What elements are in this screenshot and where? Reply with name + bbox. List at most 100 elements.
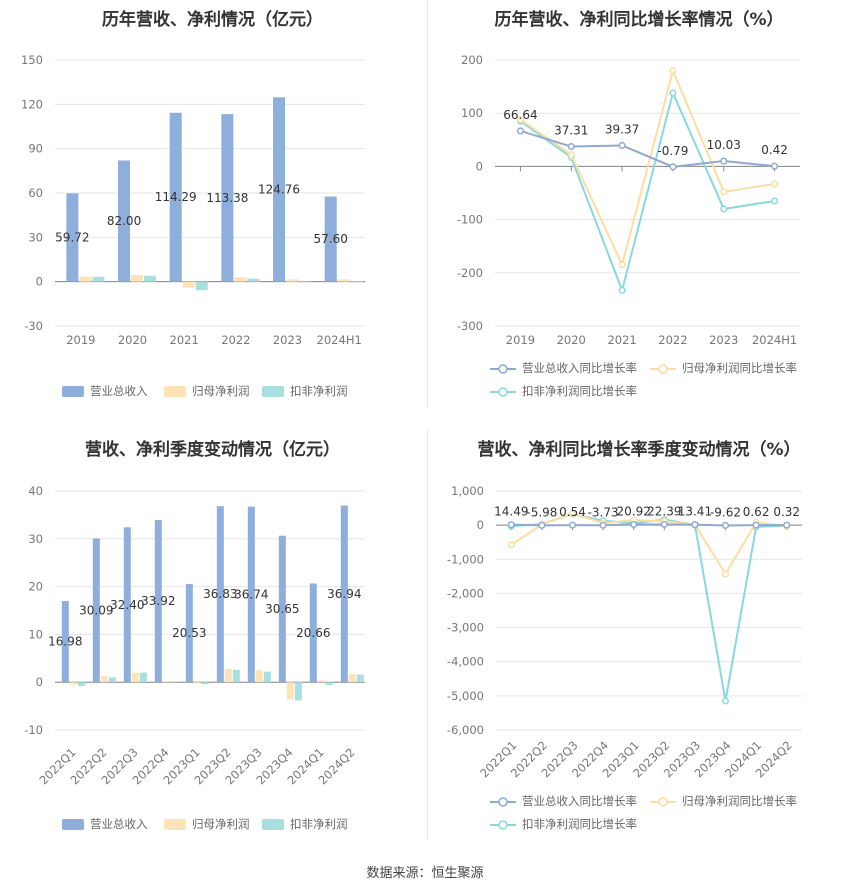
deducted-profit-bar	[195, 281, 208, 291]
legend-label: 归母净利润	[192, 384, 250, 398]
y-tick-label: 150	[21, 53, 43, 67]
y-tick-label: -10	[24, 723, 43, 737]
quarterly-amount-plot: -100102030402022Q12022Q22022Q32022Q42023…	[24, 484, 365, 787]
legend-item-parent-profit[interactable]: 归母净利润	[164, 816, 250, 832]
legend-swatch	[164, 386, 186, 397]
revenue-growth-point	[599, 521, 607, 529]
data-label: 32.40	[110, 598, 144, 612]
revenue-growth-point	[783, 521, 791, 529]
deducted-profit-bar	[247, 278, 260, 282]
x-tick-label: 2022	[658, 333, 687, 347]
deducted-growth-point	[669, 89, 677, 97]
legend-label: 扣非净利润同比增长率	[522, 817, 637, 831]
deducted-growth-point	[618, 286, 626, 294]
data-label: 13.41	[678, 505, 712, 519]
y-tick-label: -300	[457, 319, 483, 333]
data-source-note: 数据来源：恒生聚源	[366, 866, 484, 881]
y-tick-label: 200	[461, 53, 483, 67]
chart-legend: 营业总收入同比增长率 归母净利润同比增长率 扣非净利润同比增长率	[428, 793, 850, 833]
legend-item-deducted-profit[interactable]: 扣非净利润	[262, 816, 348, 832]
legend-swatch	[490, 386, 516, 398]
revenue-bar	[123, 527, 131, 683]
data-label: 114.29	[155, 190, 197, 204]
x-tick-label: 2021	[170, 333, 199, 347]
data-label: 20.92	[617, 504, 651, 518]
x-tick-label: 2024H1	[317, 333, 362, 347]
data-label: 124.76	[258, 182, 300, 196]
legend-item-revenue[interactable]: 营业总收入	[62, 383, 148, 399]
parent-profit-bar	[100, 675, 108, 683]
legend-item-deducted-profit[interactable]: 扣非净利润	[262, 383, 348, 399]
chart-title: 营收、净利同比增长率季度变动情况（%）	[477, 440, 801, 460]
parent-growth-point	[568, 509, 577, 518]
legend-label: 归母净利润同比增长率	[682, 361, 797, 375]
x-tick-label: 2022	[221, 333, 250, 347]
x-tick-label: 2023	[273, 333, 302, 347]
legend-swatch	[490, 819, 516, 831]
revenue-bar	[118, 160, 131, 282]
deducted-profit-bar	[356, 674, 364, 683]
legend-label: 营业总收入	[90, 384, 148, 398]
revenue-bar	[221, 114, 234, 282]
parent-profit-bar	[337, 279, 350, 282]
y-tick-label: 0	[476, 159, 483, 173]
legend-swatch	[650, 363, 676, 375]
deducted-profit-bar	[325, 682, 333, 686]
parent-profit-bar	[286, 682, 294, 700]
annual-amount-plot: -30 0 30 60 90 120 150 2019 2020 2021 2022 2023 2024…	[21, 53, 365, 347]
deducted-profit-bar	[294, 682, 302, 701]
y-tick-label: 20	[28, 580, 43, 594]
legend-label: 扣非净利润	[290, 384, 348, 398]
y-tick-label: -30	[24, 319, 43, 333]
legend-label: 归母净利润	[192, 817, 250, 831]
revenue-bar	[278, 535, 286, 683]
y-tick-label: 0	[36, 675, 43, 689]
legend-item-parent-growth[interactable]: 归母净利润同比增长率	[650, 793, 797, 809]
y-tick-label: -5,000	[447, 689, 484, 703]
data-label: 66.64	[503, 108, 537, 122]
legend-item-deducted-growth[interactable]: 扣非净利润同比增长率	[490, 383, 637, 399]
chart-legend: 营业总收入 归母净利润 扣非净利润	[0, 383, 425, 399]
parent-profit-bar	[131, 672, 139, 683]
panel-divider	[427, 0, 428, 408]
x-tick-label: 2019	[506, 333, 535, 347]
deducted-profit-bar	[299, 280, 312, 282]
parent-profit-bar	[348, 674, 356, 683]
data-label: 59.72	[55, 231, 89, 245]
revenue-growth-point	[720, 157, 728, 165]
legend-item-deducted-growth[interactable]: 扣非净利润同比增长率	[490, 816, 637, 832]
y-tick-label: 100	[461, 106, 483, 120]
parent-profit-bar	[193, 682, 201, 684]
revenue-growth-point	[630, 520, 638, 528]
revenue-growth-line	[511, 523, 787, 527]
legend-swatch	[262, 386, 284, 397]
legend-item-revenue-growth[interactable]: 营业总收入同比增长率	[490, 360, 637, 376]
deducted-profit-bar	[350, 280, 363, 282]
legend-item-revenue-growth[interactable]: 营业总收入同比增长率	[490, 793, 637, 809]
panel-divider	[427, 430, 428, 840]
revenue-growth-point	[516, 127, 524, 135]
revenue-bar	[66, 193, 79, 282]
data-label: 33.92	[141, 594, 175, 608]
parent-growth-point	[618, 261, 626, 269]
revenue-growth-point	[507, 521, 515, 529]
legend-item-parent-growth[interactable]: 归母净利润同比增长率	[650, 360, 797, 376]
revenue-bar	[324, 196, 337, 282]
parent-growth-point	[720, 188, 728, 196]
data-label: 36.94	[327, 587, 361, 601]
data-label: -0.79	[657, 144, 688, 158]
revenue-bar	[61, 601, 69, 683]
revenue-growth-point	[660, 520, 668, 528]
data-label: 0.32	[773, 505, 800, 519]
data-label: 14.49	[494, 505, 528, 519]
data-label: 30.09	[79, 603, 113, 617]
parent-growth-point	[771, 180, 779, 188]
deducted-growth-point	[721, 697, 730, 705]
revenue-bar	[185, 584, 193, 683]
deducted-profit-bar	[263, 671, 271, 683]
quarterly-revenue-profit-chart: 营收、净利季度变动情况（亿元） -10 0 10 20 30 40 2022Q1 2022Q2…	[0, 428, 425, 848]
quarterly-growth-chart: 营收、净利同比增长率季度变动情况（%） -6,000 -5,000 -4,000 -3…	[428, 428, 850, 848]
legend-item-revenue[interactable]: 营业总收入	[62, 816, 148, 832]
data-label: 36.83	[203, 587, 237, 601]
legend-item-parent-profit[interactable]: 归母净利润	[164, 383, 250, 399]
